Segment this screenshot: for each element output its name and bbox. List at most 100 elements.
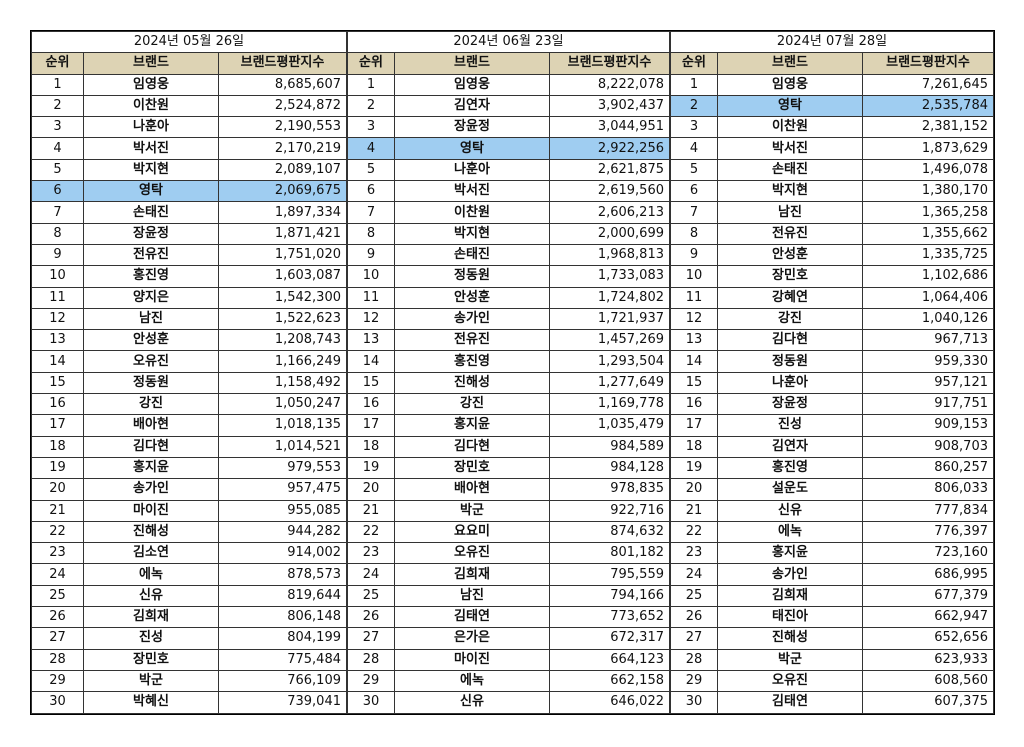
header-cell: 브랜드	[394, 52, 550, 75]
index-cell: 1,018,135	[218, 414, 347, 437]
brand-cell: 에녹	[83, 563, 219, 586]
index-cell: 1,721,937	[549, 307, 670, 331]
row: 4 영탁 2,922,256	[347, 137, 670, 160]
date-row: 2024년 05월 26일	[31, 30, 347, 54]
rank-cell: 12	[670, 307, 718, 331]
brand-cell: 송가인	[83, 478, 219, 501]
brand-cell: 전유진	[717, 222, 863, 245]
brand-cell: 영탁	[83, 180, 219, 203]
index-cell: 2,619,560	[549, 180, 670, 203]
row: 9 손태진 1,968,813	[347, 243, 670, 267]
index-cell: 608,560	[862, 669, 994, 693]
row: 19 홍진영 860,257	[670, 456, 994, 480]
row: 17 배아현 1,018,135	[31, 414, 347, 437]
row: 20 설운도 806,033	[670, 478, 994, 501]
row: 14 오유진 1,166,249	[31, 350, 347, 373]
index-cell: 979,553	[218, 456, 347, 480]
rank-cell: 4	[670, 137, 718, 160]
index-cell: 662,158	[549, 669, 670, 693]
rank-cell: 14	[670, 350, 718, 373]
brand-cell: 신유	[83, 584, 219, 608]
rank-cell: 29	[670, 669, 718, 693]
rank-cell: 4	[31, 137, 84, 160]
rank-cell: 26	[347, 606, 395, 629]
brand-cell: 마이진	[394, 648, 550, 671]
row: 1 임영웅 7,261,645	[670, 73, 994, 96]
rank-cell: 30	[31, 691, 84, 714]
row: 30 신유 646,022	[347, 691, 670, 714]
index-cell: 957,121	[862, 371, 994, 395]
row: 18 김다현 1,014,521	[31, 435, 347, 458]
brand-cell: 태진아	[717, 606, 863, 629]
rank-cell: 5	[31, 158, 84, 182]
brand-cell: 박서진	[717, 137, 863, 160]
row: 28 박군 623,933	[670, 648, 994, 671]
brand-cell: 장민호	[394, 456, 550, 480]
rank-cell: 13	[31, 329, 84, 352]
brand-cell: 진성	[83, 627, 219, 650]
brand-cell: 송가인	[394, 307, 550, 331]
row: 16 장윤정 917,751	[670, 393, 994, 416]
brand-cell: 김태연	[717, 691, 863, 714]
brand-cell: 오유진	[394, 542, 550, 565]
index-cell: 795,559	[549, 563, 670, 586]
ranking-table: 2024년 06월 23일 순위 브랜드 브랜드평판지수 1 임영웅 8,222,078 2 김…	[347, 30, 670, 714]
row: 26 김희재 806,148	[31, 606, 347, 629]
brand-cell: 박혜신	[83, 691, 219, 714]
rank-cell: 29	[31, 669, 84, 693]
row: 25 신유 819,644	[31, 584, 347, 608]
brand-cell: 홍진영	[394, 350, 550, 373]
rank-cell: 22	[347, 520, 395, 544]
rank-cell: 9	[31, 243, 84, 267]
brand-cell: 오유진	[83, 350, 219, 373]
index-cell: 2,069,675	[218, 180, 347, 203]
rank-cell: 22	[670, 520, 718, 544]
row: 29 박군 766,109	[31, 669, 347, 693]
rank-cell: 16	[347, 393, 395, 416]
row: 4 박서진 1,873,629	[670, 137, 994, 160]
brand-cell: 김태연	[394, 606, 550, 629]
brand-cell: 김희재	[394, 563, 550, 586]
brand-cell: 임영웅	[83, 73, 219, 96]
index-cell: 776,397	[862, 520, 994, 544]
rank-cell: 19	[347, 456, 395, 480]
index-cell: 917,751	[862, 393, 994, 416]
index-cell: 1,355,662	[862, 222, 994, 245]
brand-cell: 정동원	[717, 350, 863, 373]
brand-cell: 전유진	[394, 329, 550, 352]
row: 26 태진아 662,947	[670, 606, 994, 629]
row: 25 남진 794,166	[347, 584, 670, 608]
row: 27 은가은 672,317	[347, 627, 670, 650]
brand-cell: 박군	[83, 669, 219, 693]
rank-cell: 27	[347, 627, 395, 650]
rank-cell: 13	[347, 329, 395, 352]
row: 20 송가인 957,475	[31, 478, 347, 501]
row: 15 정동원 1,158,492	[31, 371, 347, 395]
rank-cell: 14	[31, 350, 84, 373]
rank-cell: 24	[347, 563, 395, 586]
brand-cell: 손태진	[394, 243, 550, 267]
brand-cell: 신유	[394, 691, 550, 714]
row: 24 에녹 878,573	[31, 563, 347, 586]
rank-cell: 13	[670, 329, 718, 352]
index-cell: 1,873,629	[862, 137, 994, 160]
row: 13 김다현 967,713	[670, 329, 994, 352]
index-cell: 739,041	[218, 691, 347, 714]
rank-cell: 11	[31, 286, 84, 309]
date: 2024년 06월 23일	[347, 30, 670, 54]
index-cell: 1,968,813	[549, 243, 670, 267]
index-cell: 1,166,249	[218, 350, 347, 373]
index-cell: 819,644	[218, 584, 347, 608]
rank-cell: 7	[670, 201, 718, 224]
header-row: 순위 브랜드 브랜드평판지수	[670, 52, 994, 75]
index-cell: 723,160	[862, 542, 994, 565]
index-cell: 1,158,492	[218, 371, 347, 395]
rank-cell: 6	[670, 180, 718, 203]
row: 11 안성훈 1,724,802	[347, 286, 670, 309]
rank-cell: 2	[670, 94, 718, 118]
rank-cell: 4	[347, 137, 395, 160]
row: 7 이찬원 2,606,213	[347, 201, 670, 224]
row: 2 영탁 2,535,784	[670, 94, 994, 118]
index-cell: 909,153	[862, 414, 994, 437]
index-cell: 878,573	[218, 563, 347, 586]
